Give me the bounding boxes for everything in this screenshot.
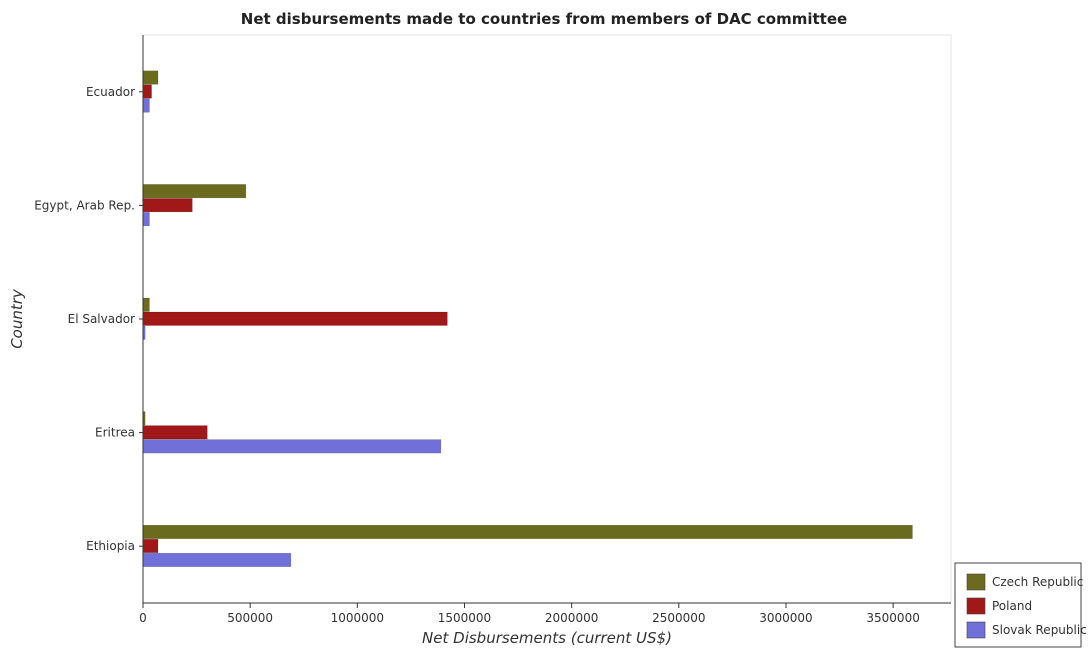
legend-label: Poland xyxy=(992,599,1032,613)
bar-slovak-republic-ethiopia xyxy=(142,552,292,567)
bar-poland-ethiopia xyxy=(142,538,159,553)
y-tick-label: Ethiopia xyxy=(86,539,135,553)
x-tick-label: 1500000 xyxy=(438,611,491,625)
legend-label: Slovak Republic xyxy=(992,623,1087,637)
x-tick-label: 2500000 xyxy=(652,611,705,625)
legend-label: Czech Republic xyxy=(992,575,1083,589)
chart-title: Net disbursements made to countries from… xyxy=(241,10,847,28)
bar-czech-republic-egypt-arab-rep- xyxy=(142,184,247,199)
y-tick-label: Ecuador xyxy=(86,85,135,99)
x-tick-label: 3000000 xyxy=(759,611,812,625)
y-tick-label: Eritrea xyxy=(95,426,135,440)
y-ticks: Ecuador Egypt, Arab Rep. El Salvador Eritre… xyxy=(34,85,143,553)
legend: Czech Republic Poland Slovak Republic xyxy=(954,562,1087,648)
x-ticks: 0 500000 1000000 1500000 2000000 2500000 30000… xyxy=(139,603,920,625)
legend-swatch xyxy=(966,573,986,591)
legend-swatch xyxy=(966,597,986,615)
x-axis-title: Net Disbursements (current US$) xyxy=(422,629,672,647)
x-tick-label: 1000000 xyxy=(331,611,384,625)
legend-swatch xyxy=(966,621,986,639)
bar-czech-republic-el-salvador xyxy=(142,297,150,312)
bars xyxy=(142,70,913,567)
bar-czech-republic-ecuador xyxy=(142,70,159,85)
bar-poland-egypt-arab-rep- xyxy=(142,198,193,213)
x-tick-label: 2000000 xyxy=(545,611,598,625)
y-tick-label: El Salvador xyxy=(68,312,135,326)
x-tick-label: 3500000 xyxy=(866,611,919,625)
bar-poland-eritrea xyxy=(142,425,208,440)
bar-czech-republic-ethiopia xyxy=(142,524,913,539)
bar-slovak-republic-eritrea xyxy=(142,439,442,454)
bar-slovak-republic-ecuador xyxy=(142,98,150,113)
bar-poland-ecuador xyxy=(142,84,152,99)
x-tick-label: 500000 xyxy=(227,611,273,625)
bar-slovak-republic-egypt-arab-rep- xyxy=(142,212,150,227)
bar-poland-el-salvador xyxy=(142,311,448,326)
y-axis-title: Country xyxy=(8,288,26,349)
y-tick-label: Egypt, Arab Rep. xyxy=(34,198,135,212)
x-tick-label: 0 xyxy=(139,611,147,625)
